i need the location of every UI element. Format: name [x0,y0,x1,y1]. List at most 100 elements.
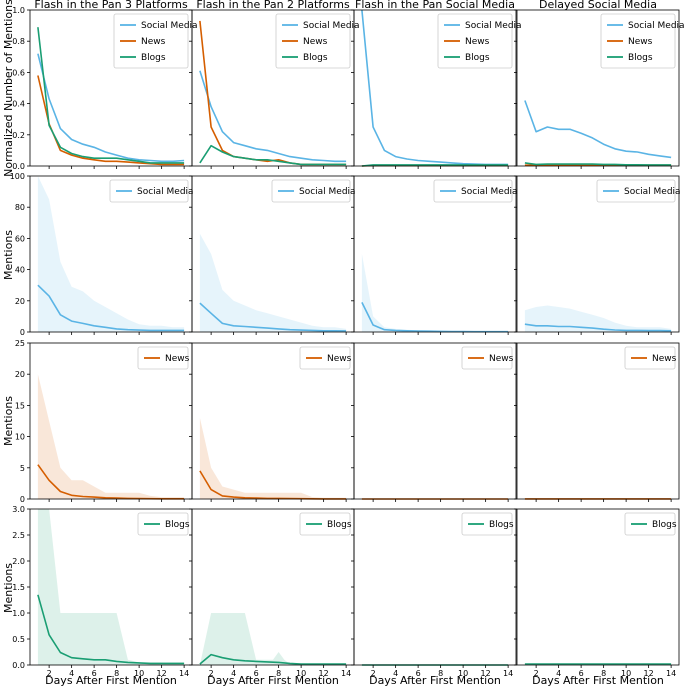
legend-label: Blogs [628,53,653,63]
axes-frame [353,175,517,333]
legend-box [299,346,351,370]
band-area [37,176,185,332]
x-tick-label: 8 [276,669,281,678]
x-tick-label: 4 [556,669,561,678]
panel-r1-c0: 0 20 40 60 80 100 Social Media [10,172,194,337]
y-tick-label: 0.0 [12,162,25,171]
legend-box [109,179,189,203]
legend-label: Blogs [303,53,328,63]
column-title-3: Delayed Social Media [539,0,657,11]
legend-label: Blogs [165,520,190,530]
x-tick-label: 10 [621,669,631,678]
legend-box [299,512,351,536]
legend-label: Social Media [628,21,685,31]
legend-label: News [303,37,328,47]
y-tick-label: 2.0 [12,557,25,566]
x-tick-label: 14 [503,669,513,678]
legend-box [113,13,189,69]
panel-r2-c0: 0 5 10 15 20 25 News [15,339,193,504]
legend-box [137,346,189,370]
y-tick-label: 0 [20,328,25,337]
x-axis-label-0: Days After First Mention [45,674,177,687]
legend: Blogs [137,512,190,536]
band-area [199,233,347,332]
legend-label: News [141,37,166,47]
legend-label: News [652,354,677,364]
y-tick-label: 80 [15,203,25,212]
legend-label: Blogs [489,520,514,530]
x-axis-label-2: Days After First Mention [369,674,501,687]
legend-box [433,179,513,203]
legend-label: Blogs [141,53,166,63]
panel-r0-c3: Social Media News Blogs [514,9,685,169]
legend-label: Social Media [624,187,681,197]
series-line-social-media [524,323,672,332]
legend-box [596,179,676,203]
y-tick-label: 0.2 [12,131,25,140]
row-ylabel-0: Normalized Number of Mentions [2,0,15,177]
series-line-blogs [524,162,672,166]
series-line-blogs [199,653,347,665]
legend: Blogs [624,512,677,536]
y-tick-label: 40 [15,266,25,275]
y-tick-label: 0.8 [12,37,25,46]
panel-r1-c1: Social Media [189,175,356,335]
series-line-social-media [37,53,185,163]
x-tick-label: 12 [644,669,654,678]
axes-frame [516,9,680,167]
legend-label: News [628,37,653,47]
x-tick-label: 8 [601,669,606,678]
legend-box [624,512,676,536]
band-area [199,613,347,665]
x-tick-label: 10 [296,669,306,678]
x-tick-label: 4 [393,669,398,678]
legend: News [299,346,352,370]
legend-label: Blogs [465,53,490,63]
x-tick-label: 2 [209,669,214,678]
x-tick-label: 6 [254,669,259,678]
band-area [524,305,672,332]
legend-label: News [165,354,190,364]
legend: Social Media News Blogs [275,13,360,69]
axes-frame [353,342,517,500]
x-tick-label: 6 [416,669,421,678]
series-line-blogs [37,27,185,164]
series-line-social-media [199,302,347,332]
axes-frame [516,342,680,500]
x-axis-label-3: Days After First Mention [532,674,664,687]
panel-r2-c1: News [189,342,355,502]
y-tick-label: 1.0 [12,6,25,15]
legend-label: Blogs [327,520,352,530]
legend: Social Media News Blogs [113,13,198,69]
x-tick-label: 10 [458,669,468,678]
series-line-blogs [199,144,347,166]
legend-label: Social Media [137,187,194,197]
legend-label: News [489,354,514,364]
y-tick-label: 2.5 [12,531,25,540]
x-tick-label: 12 [481,669,491,678]
x-tick-label: 14 [179,669,189,678]
column-title-1: Flash in the Pan 2 Platforms [196,0,350,11]
legend-label: News [327,354,352,364]
column-title-2: Flash in the Pan Social Media [355,0,515,11]
y-tick-label: 60 [15,234,25,243]
row-ylabel-2: Mentions [2,396,15,446]
x-tick-label: 6 [92,669,97,678]
legend-box [137,512,189,536]
band-area [37,374,185,499]
x-tick-label: 12 [319,669,329,678]
panel-r3-c2: 2 4 6 8 10 12 14 Blogs [351,508,517,678]
x-tick-label: 10 [134,669,144,678]
y-tick-label: 5 [20,464,25,473]
legend: Social Media [109,179,194,203]
series-line-blogs [361,164,509,167]
panel-r3-c1: 2 4 6 8 10 12 14 Blogs [189,508,355,678]
x-tick-label: 4 [69,669,74,678]
panel-r3-c0: 0.0 0.5 1.0 1.5 2.0 2.5 3.0 2 4 6 8 10 12 14 Blogs [12,505,193,678]
legend: Social Media [596,179,681,203]
row-ylabel-1: Mentions [2,230,15,280]
band-area [37,509,185,665]
legend-label: Blogs [652,520,677,530]
